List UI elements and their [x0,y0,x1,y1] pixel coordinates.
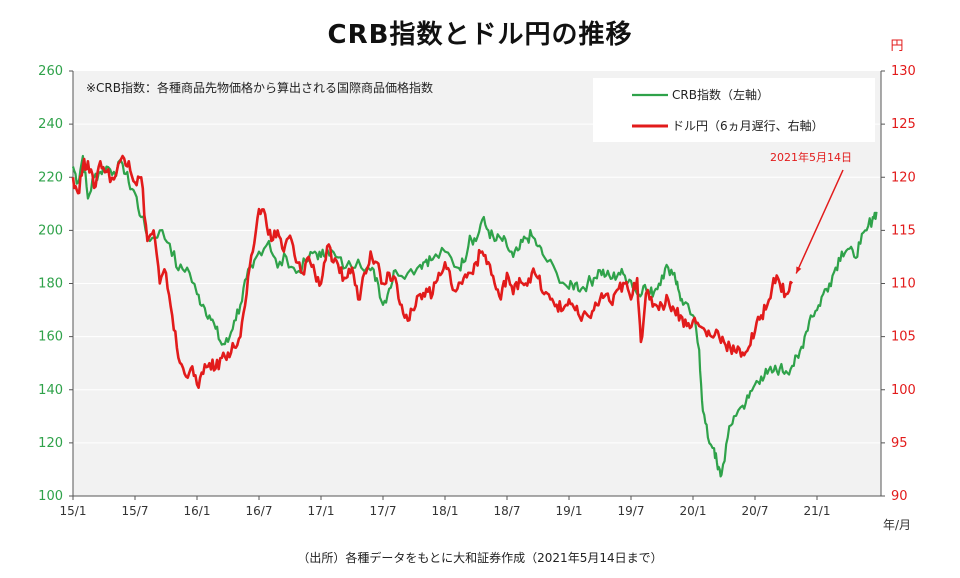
annotation-label: 2021年5月14日 [770,150,852,164]
left-tick-label: 200 [38,223,63,238]
x-tick-label: 17/1 [308,504,335,518]
x-tick-label: 15/7 [122,504,149,518]
right-tick-label: 90 [891,489,908,504]
x-tick-label: 15/1 [60,504,87,518]
source-footer: （出所）各種データをもとに大和証券作成（2021年5月14日まで） [297,551,663,565]
x-tick-label: 17/7 [370,504,397,518]
x-tick-label: 18/1 [432,504,459,518]
x-tick-label: 21/1 [804,504,831,518]
right-tick-label: 105 [891,330,916,345]
left-tick-label: 220 [38,170,63,185]
right-tick-label: 130 [891,64,916,79]
right-tick-label: 95 [891,436,908,451]
left-tick-label: 240 [38,117,63,132]
left-tick-label: 160 [38,330,63,345]
legend-box [593,78,875,142]
x-tick-label: 19/1 [556,504,583,518]
left-tick-label: 180 [38,277,63,292]
x-tick-label: 16/1 [184,504,211,518]
left-tick-label: 120 [38,436,63,451]
annotation-arrowhead [796,266,802,274]
right-tick-label: 115 [891,223,916,238]
x-tick-label: 19/7 [618,504,645,518]
x-tick-label: 20/1 [680,504,707,518]
legend-label: ドル円（6ヵ月遅行、右軸） [672,118,824,133]
right-tick-label: 100 [891,383,916,398]
series-line-crb [71,154,878,478]
page-title: CRB指数とドル円の推移 [327,20,633,50]
left-tick-label: 260 [38,64,63,79]
right-axis-unit: 円 [890,39,903,54]
x-tick-label: 20/7 [742,504,769,518]
annotation-arrow [795,169,844,274]
x-tick-label: 18/7 [494,504,521,518]
left-tick-label: 100 [38,489,63,504]
left-tick-label: 140 [38,383,63,398]
series-line-usdjpy [71,154,794,389]
legend-label: CRB指数（左軸） [672,87,769,102]
right-tick-label: 125 [891,117,916,132]
chart-note: ※CRB指数：各種商品先物価格から算出される国際商品価格指数 [86,80,433,95]
x-axis-label: 年/月 [883,518,911,532]
right-tick-label: 110 [891,277,916,292]
right-tick-label: 120 [891,170,916,185]
x-tick-label: 16/7 [246,504,273,518]
